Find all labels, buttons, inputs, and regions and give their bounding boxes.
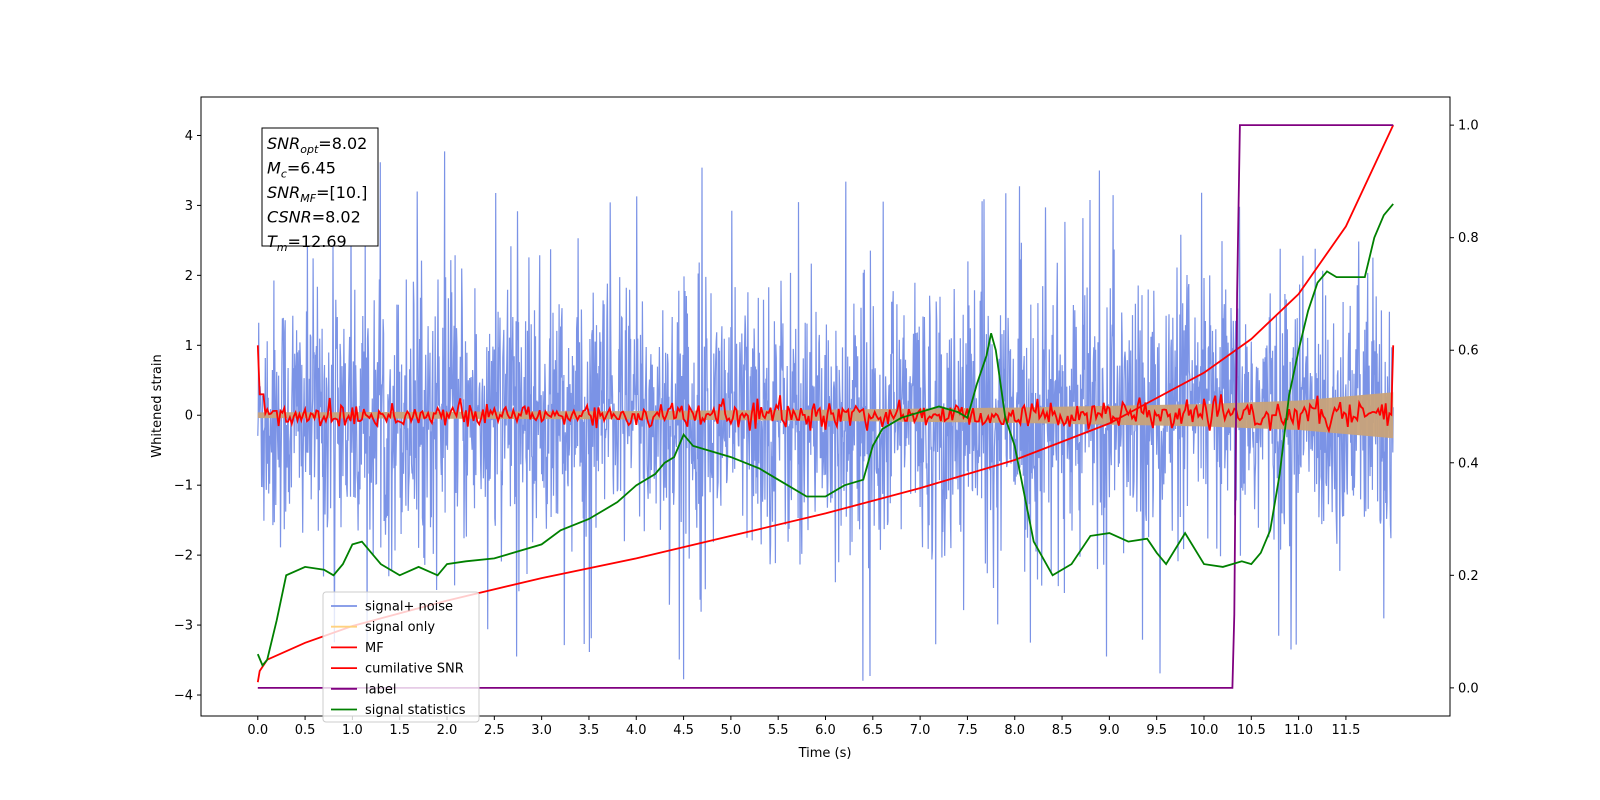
y-tick-label: −4	[174, 689, 193, 704]
annotation-line: SNRMF=[10.]	[267, 183, 367, 205]
legend-label: cumilative SNR	[365, 662, 464, 677]
y2-tick-label: 0.2	[1458, 569, 1479, 584]
x-tick-label: 10.0	[1190, 723, 1219, 738]
annotation-frame	[261, 127, 379, 247]
x-tick-label: 1.0	[342, 723, 363, 738]
series-signal-noise	[257, 151, 1394, 681]
series-cumulative-snr	[256, 124, 1395, 683]
series-mf	[256, 345, 1395, 434]
x-tick-label: 6.0	[815, 723, 836, 738]
series-signal-only	[257, 392, 1394, 439]
y-tick-label: 4	[185, 129, 193, 144]
legend-label: signal+ noise	[365, 600, 453, 615]
annotation-line: Mc=6.45	[267, 159, 336, 181]
y-axis-title: Whitened strain	[150, 354, 165, 457]
x-tick-label: 2.0	[437, 723, 458, 738]
x-tick-label: 8.5	[1052, 723, 1073, 738]
series-label	[257, 124, 1394, 689]
x-axis: 0.0 0.5 1.0 1.5 2.0 2.5 3.0 3.5 4.0 4.5 5.0 5.5 6.0 6…	[247, 716, 1360, 738]
y-tick-label: 1	[185, 339, 193, 354]
legend-label: signal statistics	[365, 703, 466, 718]
x-tick-label: 3.5	[579, 723, 600, 738]
x-tick-label: 10.5	[1237, 723, 1266, 738]
x-tick-label: 9.0	[1099, 723, 1120, 738]
y2-tick-label: 0.0	[1458, 681, 1479, 696]
y-tick-label: −3	[174, 619, 193, 634]
y-axis-left: 4 3 2 1 0 −1 −2 −3 −4	[174, 129, 201, 704]
series-signal-statistics	[256, 203, 1394, 668]
y-tick-label: 3	[185, 199, 193, 214]
y-tick-label: 2	[185, 269, 193, 284]
plot-area	[256, 124, 1395, 689]
y2-tick-label: 0.4	[1458, 456, 1479, 471]
legend-label: signal only	[365, 620, 435, 635]
legend-label: MF	[365, 641, 384, 656]
x-tick-label: 7.0	[910, 723, 931, 738]
y-axis-right: 1.0 0.8 0.6 0.4 0.2 0.0	[1450, 119, 1479, 696]
y2-tick-label: 0.8	[1458, 231, 1479, 246]
x-tick-label: 11.0	[1284, 723, 1313, 738]
x-tick-label: 11.5	[1331, 723, 1360, 738]
x-tick-label: 8.0	[1004, 723, 1025, 738]
x-tick-label: 0.0	[247, 723, 268, 738]
x-tick-label: 5.0	[721, 723, 742, 738]
x-tick-label: 3.0	[531, 723, 552, 738]
annotation-line: CSNR=8.02	[267, 208, 361, 227]
x-tick-label: 5.5	[768, 723, 789, 738]
y2-tick-label: 0.6	[1458, 344, 1479, 359]
x-tick-label: 4.5	[673, 723, 694, 738]
y2-tick-label: 1.0	[1458, 119, 1479, 134]
y-tick-label: 0	[185, 409, 193, 424]
legend: signal+ noise signal only MF cumilative SNR…	[322, 591, 480, 723]
x-tick-label: 7.5	[957, 723, 978, 738]
y-tick-label: −1	[174, 479, 193, 494]
x-tick-label: 2.5	[484, 723, 505, 738]
x-tick-label: 6.5	[862, 723, 883, 738]
x-tick-label: 4.0	[626, 723, 647, 738]
annotation-line: SNRopt=8.02	[267, 134, 367, 156]
y-tick-label: −2	[174, 549, 193, 564]
legend-frame	[322, 591, 480, 723]
annotation-line: Tm=12.69	[267, 232, 347, 254]
x-axis-title: Time (s)	[798, 746, 852, 761]
x-tick-label: 0.5	[295, 723, 316, 738]
x-tick-label: 9.5	[1146, 723, 1167, 738]
legend-label: label	[365, 682, 396, 697]
x-tick-label: 1.5	[389, 723, 410, 738]
